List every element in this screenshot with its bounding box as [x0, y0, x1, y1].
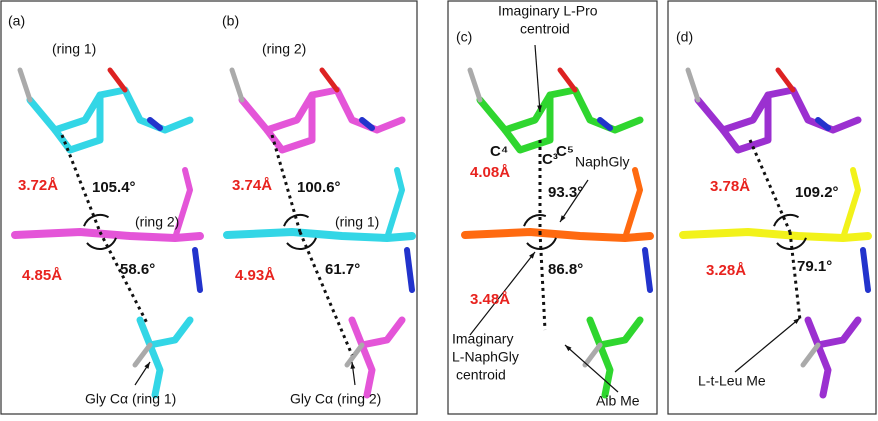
- distance-line: [790, 232, 800, 320]
- panel-frame-d: [668, 1, 876, 414]
- label: C⁵: [556, 143, 574, 160]
- bond: [585, 345, 600, 365]
- bond: [352, 320, 402, 345]
- label: NaphGly: [575, 154, 629, 170]
- label: 3.48Å: [470, 291, 510, 308]
- bond: [322, 70, 337, 90]
- label: 4.93Å: [235, 267, 275, 284]
- bond: [778, 70, 793, 90]
- bond: [140, 320, 190, 345]
- label: centroid: [456, 367, 506, 383]
- label: (c): [456, 29, 472, 45]
- bond: [195, 250, 200, 290]
- bond: [110, 70, 125, 90]
- bond: [600, 345, 610, 395]
- pointer-head: [144, 362, 150, 369]
- label: 109.2°: [795, 184, 839, 201]
- bond: [803, 345, 818, 365]
- distance-line: [300, 232, 352, 355]
- label: 93.3°: [548, 184, 583, 201]
- bond: [480, 90, 640, 130]
- label: (a): [8, 13, 25, 29]
- bond: [818, 345, 828, 395]
- bond: [30, 90, 190, 130]
- figure: (a) (ring 1) 3.72Å 105.4° (ring 2) 4.85Å 58.6°…: [0, 0, 878, 416]
- bond: [625, 170, 640, 238]
- label: Gly Cα (ring 1): [85, 391, 176, 407]
- bond: [645, 250, 650, 290]
- label: 58.6°: [120, 261, 155, 278]
- label: (ring 2): [262, 41, 306, 57]
- pointer-head: [560, 215, 566, 222]
- label: 105.4°: [92, 179, 136, 196]
- bond: [20, 70, 30, 100]
- label: (ring 2): [135, 214, 179, 230]
- bond: [698, 90, 858, 130]
- label: L-NaphGly: [452, 349, 519, 365]
- bond: [150, 345, 160, 395]
- label: (ring 1): [52, 41, 96, 57]
- bond: [242, 90, 402, 130]
- angle-arc: [524, 215, 546, 226]
- label: C⁴: [490, 143, 508, 160]
- label: Imaginary: [452, 331, 513, 347]
- bond: [560, 70, 575, 90]
- label: 4.85Å: [22, 267, 62, 284]
- label: (b): [222, 13, 239, 29]
- label: Imaginary L-Pro: [498, 3, 598, 19]
- bond: [470, 70, 480, 100]
- page: {"panels": [ {"texts": ["(a)", "(ring 1)…: [0, 0, 878, 421]
- distance-line: [750, 140, 790, 232]
- bond: [808, 320, 858, 345]
- label: 61.7°: [325, 261, 360, 278]
- label: 3.74Å: [232, 177, 272, 194]
- angle-arc: [87, 238, 116, 249]
- bond: [362, 345, 372, 395]
- bond: [863, 250, 868, 290]
- bond: [135, 345, 150, 365]
- label: 3.78Å: [710, 178, 750, 195]
- label: 3.72Å: [18, 177, 58, 194]
- label: centroid: [520, 21, 570, 37]
- distance-line: [540, 232, 545, 330]
- angle-arc: [287, 238, 316, 249]
- label: 3.28Å: [706, 262, 746, 279]
- bond: [407, 250, 412, 290]
- label: Aib Me: [596, 393, 640, 409]
- label: 79.1°: [797, 258, 832, 275]
- bond: [232, 70, 242, 100]
- label: 4.08Å: [470, 164, 510, 181]
- label: L-t-Leu Me: [698, 373, 766, 389]
- distance-line: [100, 232, 148, 325]
- label: 100.6°: [297, 179, 341, 196]
- bond: [843, 170, 858, 238]
- label: (ring 1): [335, 214, 379, 230]
- label: (d): [676, 29, 693, 45]
- label: Gly Cα (ring 2): [290, 391, 381, 407]
- bond: [688, 70, 698, 100]
- label: 86.8°: [548, 261, 583, 278]
- pointer-line: [535, 45, 540, 112]
- bond: [387, 170, 402, 238]
- pointer-line: [735, 318, 800, 372]
- bond: [590, 320, 640, 345]
